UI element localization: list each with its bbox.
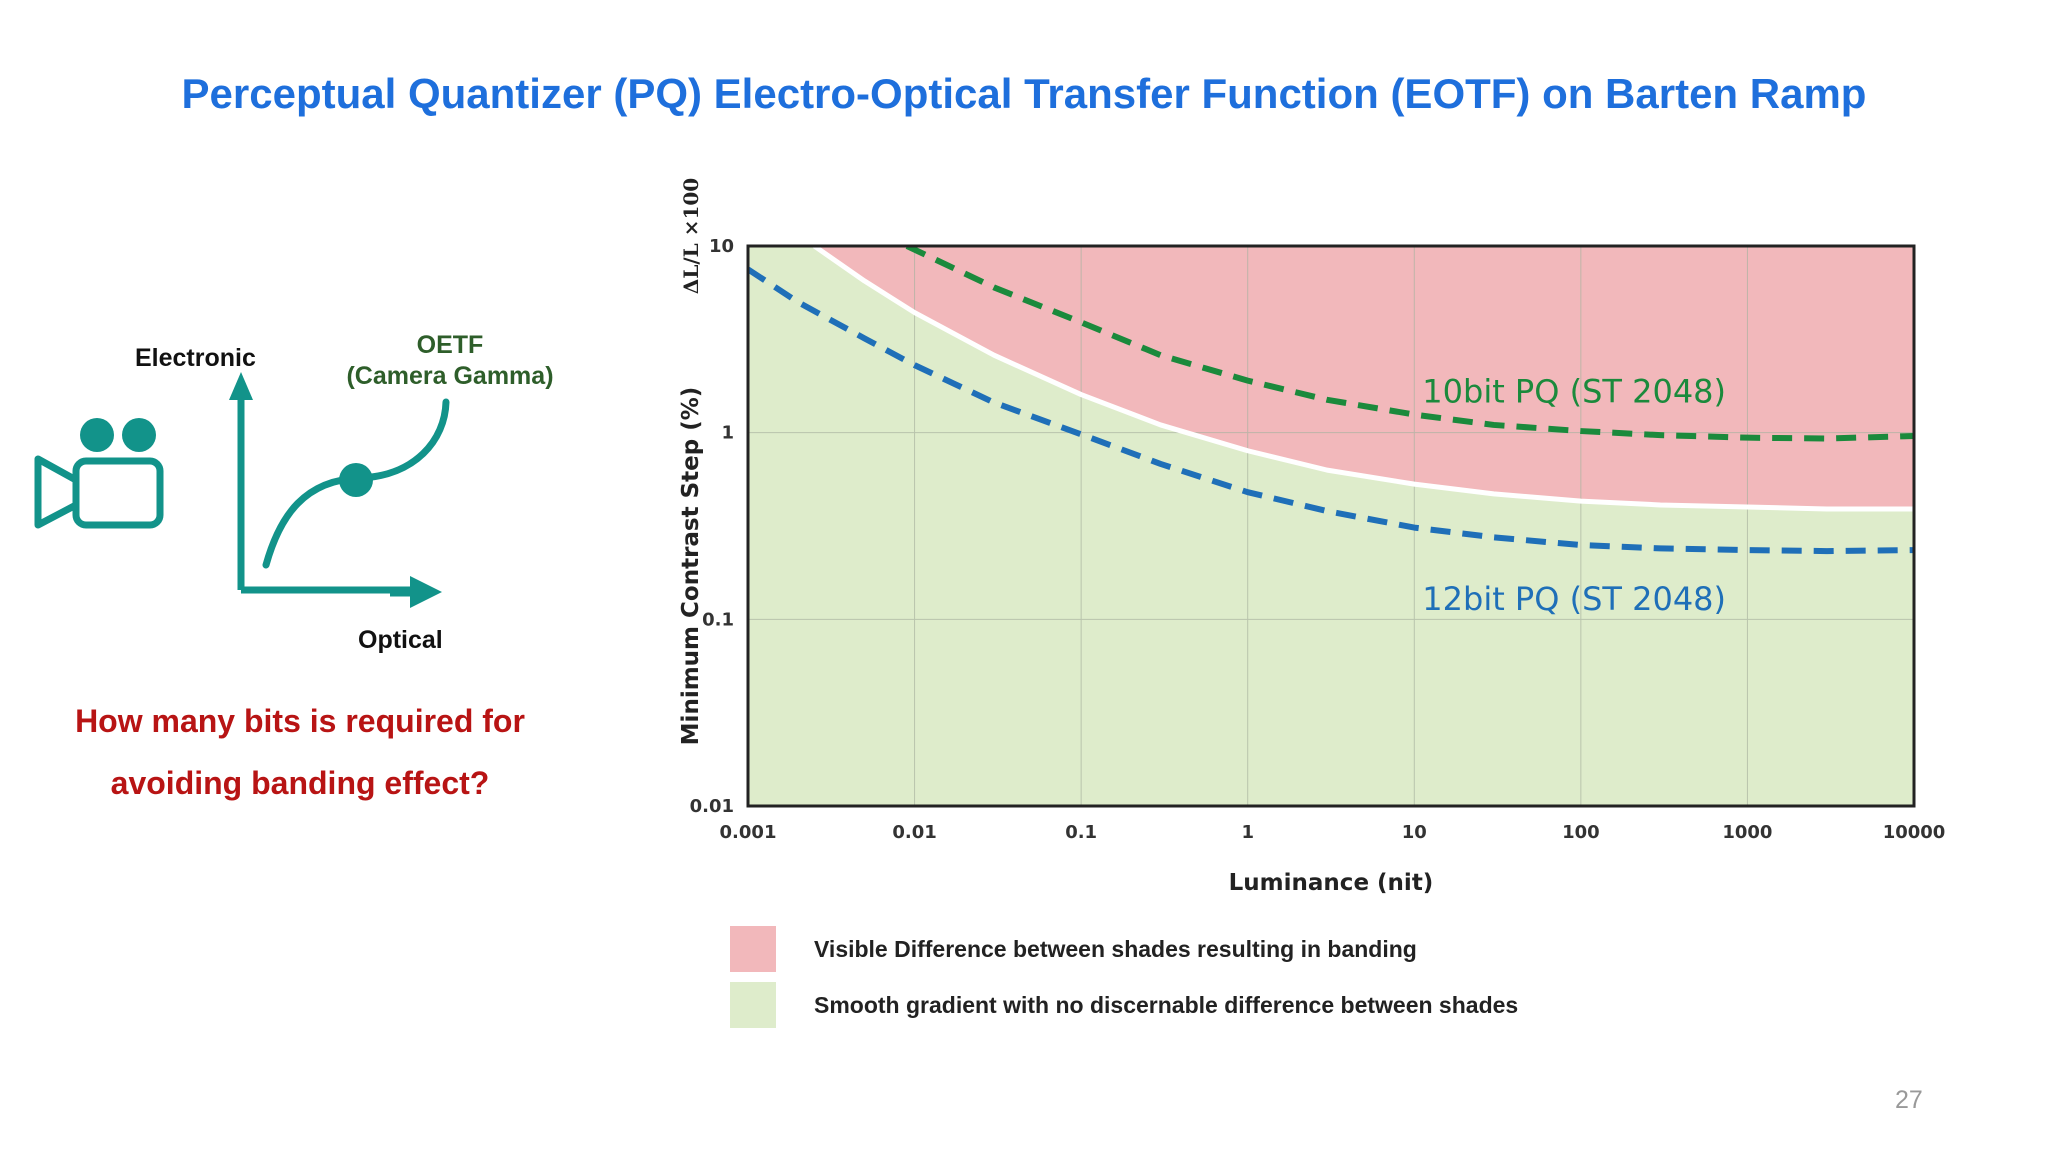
y-tick-label: 0.01 [690, 796, 734, 817]
oetf-diagram-graphic [34, 372, 450, 608]
series-12bit-pq-label: 12bit PQ (ST 2048) [1422, 580, 1726, 618]
slide-title: Perceptual Quantizer (PQ) Electro-Optica… [181, 70, 1867, 117]
optical-axis-label: Optical [358, 626, 443, 654]
chart-legend: Visible Difference between shades result… [730, 925, 1518, 1037]
y-tick-label: 0.1 [702, 609, 734, 630]
y-axis-formula: ΔL/L ×100 [679, 178, 703, 294]
legend-swatch-banding [730, 926, 776, 972]
electronic-axis-label: Electronic [135, 344, 256, 372]
question-line2: avoiding banding effect? [110, 765, 490, 801]
legend-label-banding: Visible Difference between shades result… [814, 935, 1417, 962]
x-tick-label: 10 [1402, 822, 1427, 843]
diagram-axes [229, 372, 442, 608]
page-number: 27 [1895, 1086, 1923, 1114]
legend-label-smooth: Smooth gradient with no discernable diff… [814, 991, 1519, 1018]
y-tick-label: 1 [721, 423, 734, 444]
question-line1: How many bits is required for [75, 703, 525, 739]
series-10bit-pq-label: 10bit PQ (ST 2048) [1422, 373, 1726, 411]
x-tick-label: 0.01 [892, 822, 936, 843]
barten-ramp-chart: 10bit PQ (ST 2048) 12bit PQ (ST 2048) 0.00… [678, 178, 1946, 896]
oetf-label-line2: (Camera Gamma) [346, 362, 554, 390]
barten-threshold-line [812, 246, 1914, 512]
legend-item-banding: Visible Difference between shades result… [730, 925, 1518, 973]
x-tick-label: 100 [1562, 822, 1600, 843]
oetf-curve-point [339, 463, 373, 497]
x-axis-label: Luminance (nit) [1229, 870, 1434, 896]
region-smooth [748, 246, 1914, 806]
x-tick-label: 0.1 [1065, 822, 1097, 843]
plot-frame [746, 244, 1916, 808]
legend-item-smooth: Smooth gradient with no discernable diff… [730, 981, 1518, 1029]
x-tick-label: 0.001 [720, 822, 777, 843]
y-tick-label: 10 [709, 236, 734, 257]
y-axis-label: Minimum Contrast Step (%) [678, 387, 704, 746]
oetf-label-line1: OETF [416, 331, 484, 359]
legend-swatch-smooth [730, 982, 776, 1028]
series-10bit-pq-line [905, 246, 1914, 442]
x-tick-label: 1000 [1722, 822, 1772, 843]
x-tick-label: 10000 [1883, 822, 1946, 843]
oetf-diagram: Electronic OETF (Camera Gamma) Optical [30, 320, 590, 660]
question-text: How many bits is required for avoiding b… [30, 690, 570, 814]
oetf-label: OETF (Camera Gamma) [330, 330, 570, 392]
x-tick-label: 1 [1241, 822, 1254, 843]
series-12bit-pq-line [748, 266, 1914, 555]
video-camera-icon [34, 418, 164, 529]
